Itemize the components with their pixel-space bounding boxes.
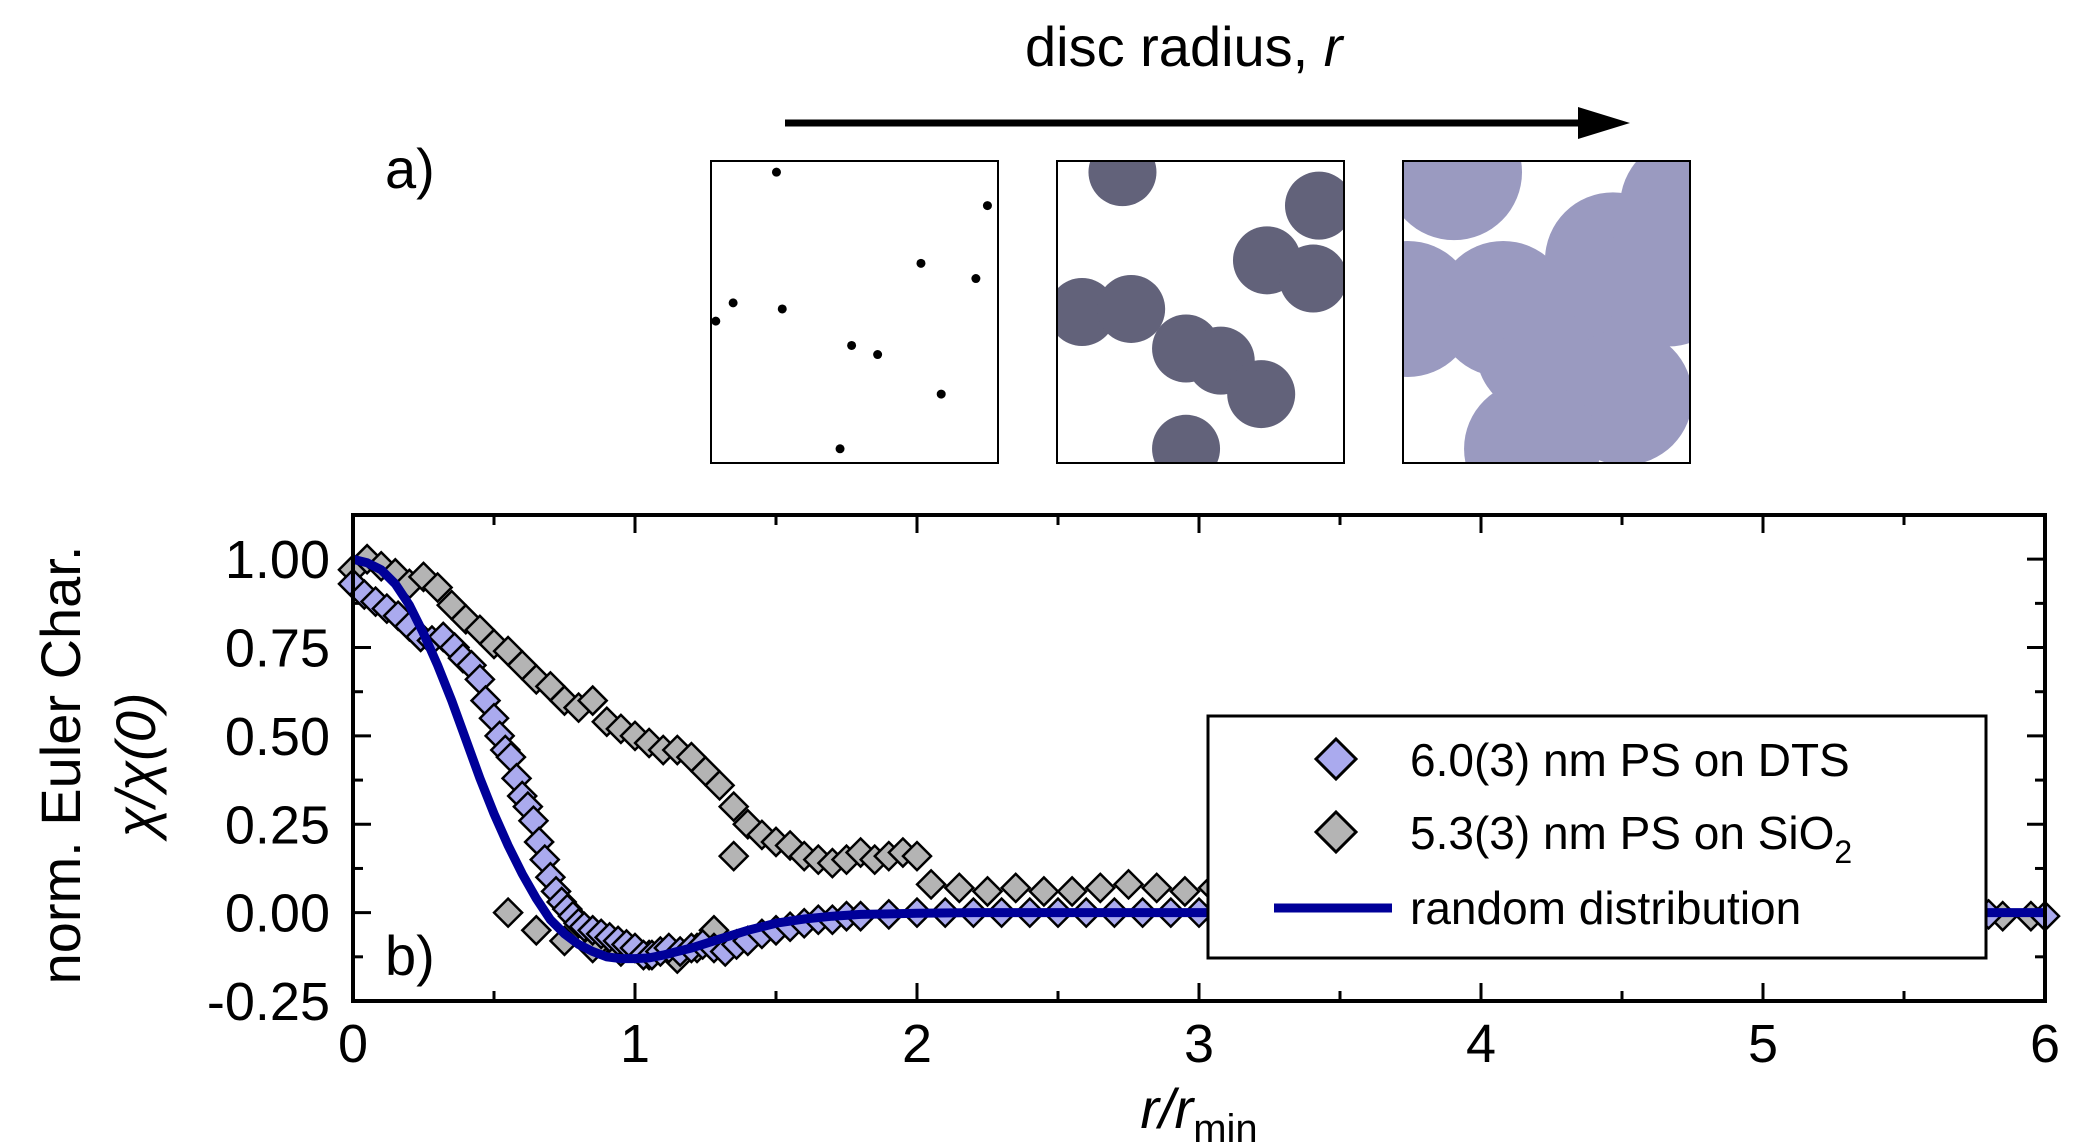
legend-label-sio2: 5.3(3) nm PS on SiO2: [1410, 807, 1852, 870]
data-point-sio2: [1028, 875, 1060, 908]
y-tick-label: 0.00: [225, 884, 330, 944]
x-tick-label: 6: [2030, 1014, 2060, 1074]
data-point-sio2: [1169, 875, 1201, 908]
disc-7: [1152, 414, 1221, 464]
box-large-discs: [1402, 160, 1691, 464]
point-2: [982, 201, 992, 211]
x-tick-label: 0: [338, 1014, 368, 1074]
y-tick-label: -0.25: [207, 972, 330, 1032]
data-point-sio2: [492, 896, 524, 929]
data-point-sio2: [1056, 875, 1088, 908]
legend-item-random: random distribution: [1274, 882, 1801, 934]
y-tick-label: 0.50: [225, 707, 330, 767]
disc-2: [1402, 160, 1522, 241]
legend-label-random: random distribution: [1410, 882, 1801, 934]
x-tick-label: 1: [620, 1014, 650, 1074]
y-axis-title-2: χ/χ(0): [104, 692, 167, 842]
y-tick-labels: -0.25 0.00 0.25 0.50 0.75 1.00: [207, 530, 330, 1032]
x-axis-title: r/rmin: [1140, 1077, 1257, 1146]
data-point-sio2: [717, 840, 750, 872]
data-point-sio2: [1084, 872, 1117, 904]
data-point-sio2: [717, 790, 750, 823]
y-axis-title-top: norm. Euler Char.: [29, 546, 92, 985]
point-1: [771, 167, 781, 177]
legend-marker-dts: [1313, 736, 1359, 782]
data-point-sio2: [971, 875, 1004, 908]
disc-10: [1279, 244, 1345, 313]
point-7: [777, 304, 787, 314]
box-medium-discs: [1056, 160, 1345, 464]
y-axis-title-bottom: χ/χ(0): [104, 692, 167, 842]
data-point-sio2: [591, 706, 623, 738]
panel-a-label: a): [385, 137, 435, 200]
disc-8: [1285, 171, 1345, 240]
data-point-sio2: [548, 684, 581, 717]
point-4: [971, 274, 981, 284]
data-point-sio2: [915, 868, 947, 901]
legend-item-sio2: 5.3(3) nm PS on SiO2: [1313, 807, 1852, 870]
legend: 6.0(3) nm PS on DTS 5.3(3) nm PS on SiO2…: [1206, 714, 1988, 960]
plot-area: 6.0(3) nm PS on DTS 5.3(3) nm PS on SiO2…: [337, 513, 2061, 1003]
legend-marker-sio2: [1313, 809, 1359, 855]
data-point-sio2: [901, 840, 933, 872]
large-discs: [1402, 160, 1691, 464]
medium-discs: [1056, 160, 1345, 464]
point-9: [873, 350, 883, 360]
arrow-title: disc radius, r: [1025, 15, 1345, 78]
x-tick-label: 5: [1748, 1014, 1778, 1074]
random-distribution-curve: [351, 554, 2045, 964]
y-tick-label: 1.00: [225, 530, 330, 590]
data-point-sio2: [703, 769, 736, 802]
x-tick-label: 2: [902, 1014, 932, 1074]
data-point-sio2: [732, 808, 764, 841]
panel-b-label: b): [385, 924, 435, 987]
point-3: [916, 258, 926, 268]
legend-item-dts: 6.0(3) nm PS on DTS: [1313, 734, 1850, 786]
x-tick-label: 3: [1184, 1014, 1214, 1074]
y-axis-title: norm. Euler Char.: [29, 546, 92, 985]
point-8: [847, 340, 857, 350]
point-6: [711, 316, 721, 326]
disc-7: [1464, 380, 1601, 464]
point-11: [835, 444, 845, 454]
data-point-sio2: [999, 872, 1032, 904]
y-tick-label: 0.25: [225, 795, 330, 855]
disc-10: [1599, 210, 1691, 347]
point-5: [728, 298, 738, 308]
disc-2: [1088, 160, 1157, 207]
data-point-sio2: [421, 571, 454, 604]
small-discs: [711, 167, 992, 454]
plot-frame: [351, 513, 2047, 1003]
data-point-sio2: [576, 684, 609, 717]
legend-label-dts: 6.0(3) nm PS on DTS: [1410, 734, 1850, 786]
box-small-discs: [710, 160, 999, 464]
disc-radius-arrow: [785, 107, 1630, 139]
data-point-sio2: [943, 872, 976, 904]
data-point-sio2: [478, 628, 510, 660]
x-tick-label: 4: [1466, 1014, 1496, 1074]
data-point-sio2: [1140, 872, 1173, 904]
data-point-sio2: [407, 561, 440, 593]
y-tick-label: 0.75: [225, 619, 330, 679]
point-10: [936, 389, 946, 399]
data-point-sio2: [520, 914, 553, 947]
data-point-sio2: [1112, 868, 1145, 901]
disc-3: [1097, 274, 1166, 343]
x-tick-labels: 0 1 2 3 4 5 6: [338, 1014, 2060, 1074]
disc-6: [1227, 360, 1296, 429]
